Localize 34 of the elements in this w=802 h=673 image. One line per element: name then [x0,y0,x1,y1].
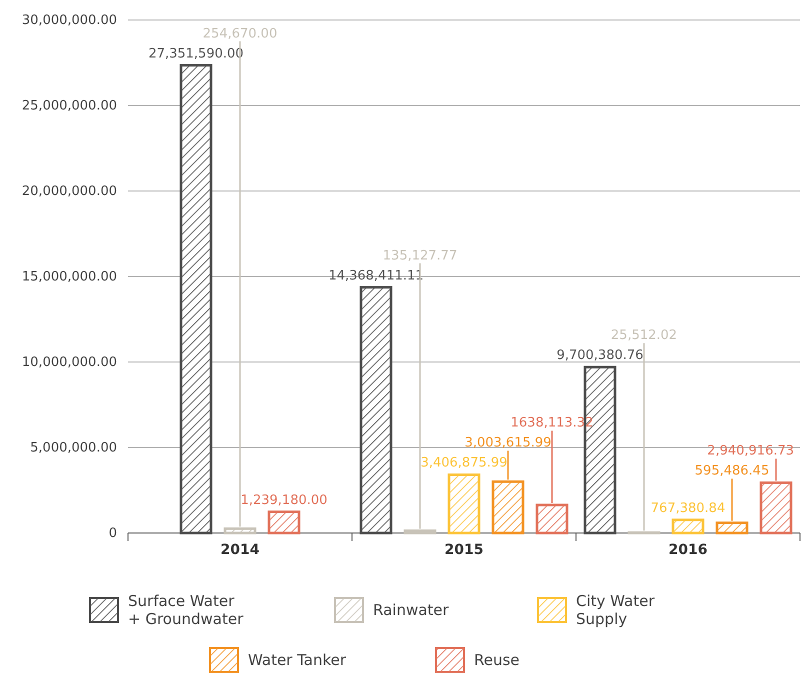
y-tick-label: 30,000,000.00 [22,13,117,28]
x-tick-label: 2016 [668,542,708,558]
bar [448,473,480,534]
y-tick-label: 10,000,000.00 [22,355,117,370]
x-tick-label: 2014 [220,542,260,558]
data-label: 254,670.00 [202,26,278,42]
legend-label: Surface Water + Groundwater [128,592,244,628]
y-tick-label: 15,000,000.00 [22,270,117,285]
data-label: 9,700,380.76 [556,348,644,364]
bar [672,518,704,534]
y-tick-label: 0 [108,526,117,542]
data-label: 2,940,916.73 [707,444,794,459]
y-tick-label: 20,000,000.00 [22,184,117,200]
y-tick-label: 25,000,000.00 [22,98,117,114]
bar [716,522,748,534]
data-label: 25,512.02 [610,328,678,344]
bar [760,481,792,534]
legend-label: Rainwater [373,601,450,619]
data-label: 3,003,615.99 [464,436,552,451]
data-label: 595,486.45 [694,464,770,479]
data-label: 27,351,590.00 [148,46,244,62]
x-tick-label: 2015 [444,542,484,558]
data-label: 767,380.84 [650,500,726,516]
bar [536,504,568,534]
data-label: 1,239,180.00 [240,492,328,508]
legend-label: Reuse [474,651,520,669]
bar [404,529,436,534]
bar [492,480,524,534]
legend-label: Water Tanker [248,651,347,669]
y-tick-label: 5,000,000.00 [30,440,117,456]
data-label: 14,368,411.11 [328,268,424,284]
legend-label: City Water Supply [576,592,656,628]
data-label: 3,406,875.99 [420,456,508,471]
data-label: 135,127.77 [382,248,458,264]
